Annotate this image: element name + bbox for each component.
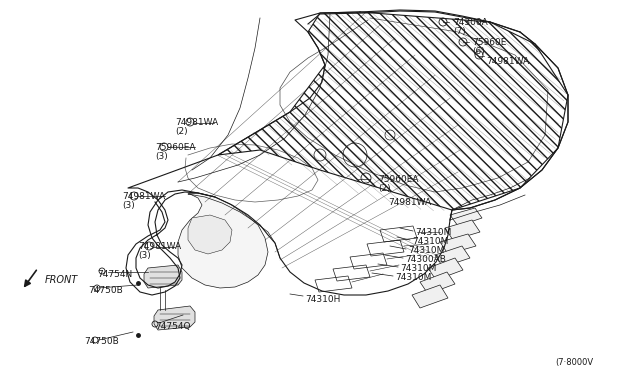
- Text: 74754N: 74754N: [97, 270, 132, 279]
- Text: 74300AB: 74300AB: [405, 255, 446, 264]
- Text: 75960E: 75960E: [472, 38, 506, 47]
- Text: 74981WA: 74981WA: [122, 192, 165, 201]
- Text: 74310M: 74310M: [408, 246, 444, 255]
- Text: 74981WA: 74981WA: [388, 198, 431, 207]
- Polygon shape: [154, 306, 195, 330]
- Text: 74310M: 74310M: [400, 264, 436, 273]
- Text: 74754Q: 74754Q: [155, 322, 191, 331]
- Text: (7): (7): [453, 27, 466, 36]
- Polygon shape: [435, 246, 470, 267]
- Text: 74981WA: 74981WA: [486, 57, 529, 66]
- Polygon shape: [412, 285, 448, 308]
- Text: 74981WA: 74981WA: [175, 118, 218, 127]
- Text: 74750B: 74750B: [84, 337, 119, 346]
- Polygon shape: [178, 193, 268, 288]
- Text: FRONT: FRONT: [45, 275, 78, 285]
- Text: 74750B: 74750B: [88, 286, 123, 295]
- Polygon shape: [428, 258, 463, 280]
- Text: (7·8000V: (7·8000V: [555, 358, 593, 367]
- Text: 74310M: 74310M: [412, 237, 449, 246]
- Text: 74310M: 74310M: [395, 273, 431, 282]
- Text: 74300A: 74300A: [453, 18, 488, 27]
- Polygon shape: [450, 208, 482, 226]
- Text: (3): (3): [138, 251, 151, 260]
- Polygon shape: [144, 265, 182, 288]
- Polygon shape: [440, 234, 476, 254]
- Text: (3): (3): [122, 201, 135, 210]
- Text: 75960EA: 75960EA: [155, 143, 195, 152]
- Text: 74310M: 74310M: [415, 228, 451, 237]
- Text: (6): (6): [472, 47, 484, 56]
- Text: 74310H: 74310H: [305, 295, 340, 304]
- Text: (2): (2): [378, 184, 390, 193]
- Text: (2): (2): [175, 127, 188, 136]
- Text: (3): (3): [155, 152, 168, 161]
- Text: 74981WA: 74981WA: [138, 242, 181, 251]
- Text: 75960EA: 75960EA: [378, 175, 419, 184]
- Polygon shape: [445, 220, 480, 240]
- Polygon shape: [420, 272, 455, 294]
- Polygon shape: [188, 215, 232, 254]
